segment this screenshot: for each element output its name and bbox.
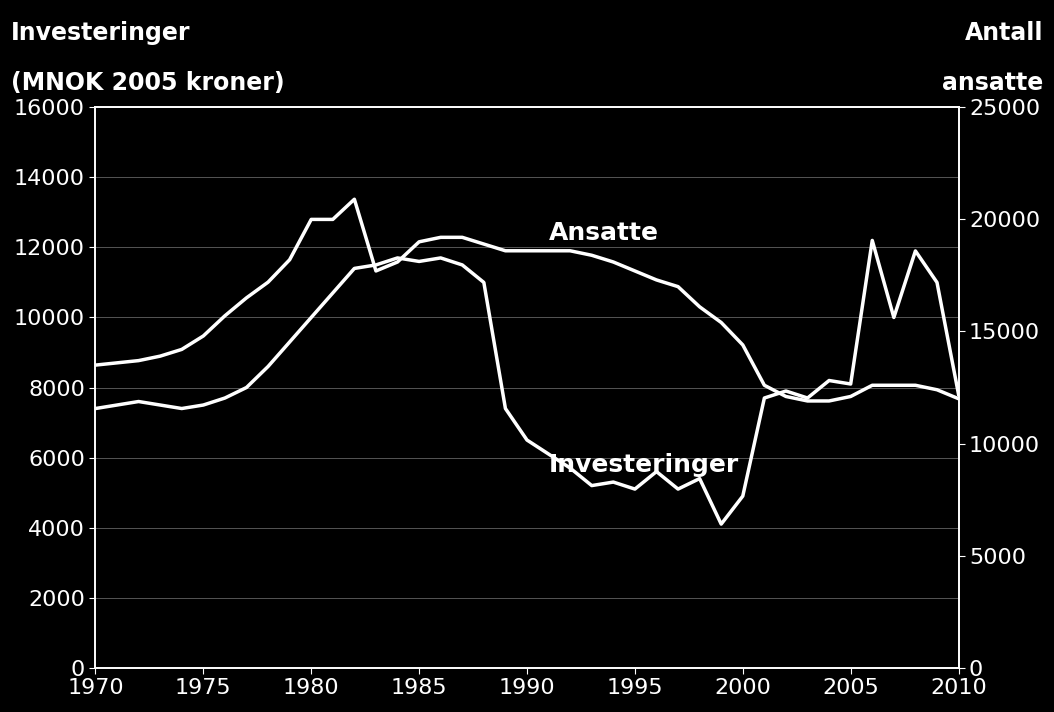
Text: Ansatte: Ansatte: [548, 221, 659, 246]
Text: Investeringer: Investeringer: [548, 453, 739, 476]
Text: Investeringer: Investeringer: [11, 21, 190, 46]
Text: Antall: Antall: [965, 21, 1043, 46]
Text: ansatte: ansatte: [942, 71, 1043, 95]
Text: (MNOK 2005 kroner): (MNOK 2005 kroner): [11, 71, 285, 95]
